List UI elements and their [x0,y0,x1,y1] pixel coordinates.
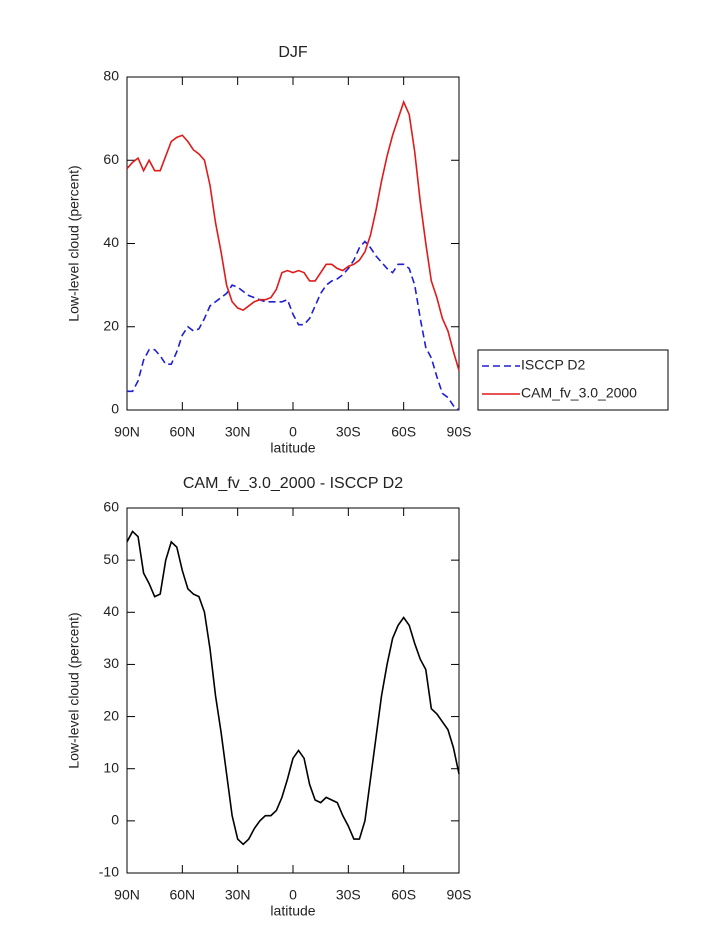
y-tick-label: 50 [103,551,119,567]
y-tick-label: 20 [103,317,119,333]
data-line [126,530,460,846]
x-tick-label: 60N [169,887,195,903]
y-axis-label: Low-level cloud (percent) [66,165,82,321]
x-axis-label: latitude [270,440,315,456]
y-tick-label: 80 [103,68,119,84]
y-tick-label: 60 [103,151,119,167]
y-tick-label: 30 [103,655,119,671]
y-tick-label: -10 [99,864,119,880]
legend-label: ISCCP D2 [521,357,586,373]
y-tick-label: 40 [103,234,119,250]
x-tick-label: 90N [114,887,140,903]
x-tick-label: 90S [447,887,472,903]
x-tick-label: 30N [225,887,251,903]
x-tick-label: 0 [289,424,297,440]
chart-title: DJF [278,44,308,61]
y-tick-label: 0 [111,812,119,828]
data-line [127,240,460,411]
y-tick-label: 10 [103,759,119,775]
legend-box [477,349,669,411]
x-tick-label: 60S [391,424,416,440]
data-line [126,99,460,371]
x-tick-label: 0 [289,887,297,903]
y-tick-label: 60 [103,499,119,515]
chart-title: CAM_fv_3.0_2000 - ISCCP D2 [183,475,403,492]
x-tick-label: 90S [447,424,472,440]
x-tick-label: 60N [169,424,195,440]
y-axis-label: Low-level cloud (percent) [66,612,82,768]
y-tick-label: 0 [111,401,119,417]
legend-label: CAM_fv_3.0_2000 [521,385,637,401]
y-tick-label: 40 [103,603,119,619]
plot-frame [126,507,460,874]
x-tick-label: 30N [225,424,251,440]
x-tick-label: 30S [336,887,361,903]
x-tick-label: 60S [391,887,416,903]
plot: CAM_fv_3.0_2000 - ISCCP D2 -10 0 10 20 30 40 50… [66,475,472,918]
x-tick-label: 90N [114,424,140,440]
x-axis-label: latitude [270,903,315,919]
plot-frame [126,76,460,411]
plot: DJF 0 20 40 60 80 90N 60N 30N 0 30S 60S 90S latitude L… [66,44,669,456]
y-tick-label: 20 [103,707,119,723]
x-tick-label: 30S [336,424,361,440]
legend: ISCCP D2 CAM_fv_3.0_2000 [477,349,669,411]
